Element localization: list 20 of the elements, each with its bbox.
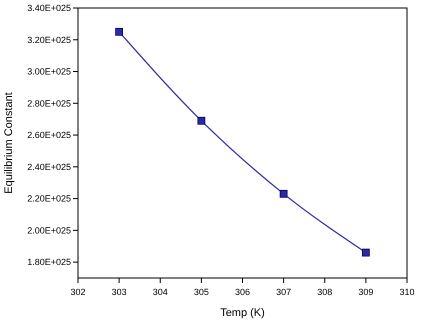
x-tick-label: 308 (317, 287, 332, 297)
x-tick-label: 310 (399, 287, 415, 297)
y-tick-label: 2.40E+025 (27, 162, 71, 172)
x-tick-label: 304 (152, 287, 168, 297)
x-tick-label: 309 (358, 287, 374, 297)
x-tick-label: 307 (276, 287, 292, 297)
y-tick-label: 3.00E+025 (27, 66, 71, 77)
y-axis-title: Equilibrium Constant (3, 92, 15, 194)
x-tick-label: 303 (112, 287, 127, 297)
y-tick-label: 3.40E+025 (27, 3, 71, 13)
y-tick-label: 2.60E+025 (27, 130, 71, 140)
y-tick-label: 1.80E+025 (27, 257, 71, 268)
x-tick-label: 305 (194, 287, 209, 297)
x-tick-label: 306 (234, 287, 250, 297)
x-axis-title: Temp (K) (220, 307, 265, 319)
x-tick-label: 302 (70, 287, 86, 297)
y-tick-label: 2.80E+025 (27, 98, 71, 108)
y-tick-label: 3.20E+025 (27, 34, 71, 45)
y-tick-label: 2.00E+025 (27, 225, 71, 236)
y-tick-label: 2.20E+025 (27, 194, 71, 204)
